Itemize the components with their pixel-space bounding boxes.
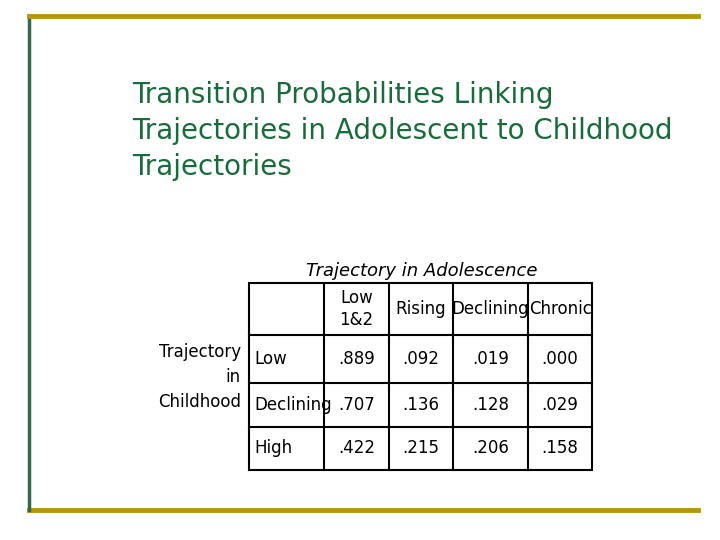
Text: Low: Low bbox=[255, 350, 287, 368]
Text: Transition Probabilities Linking
Trajectories in Adolescent to Childhood
Traject: Transition Probabilities Linking Traject… bbox=[132, 82, 672, 181]
Text: .092: .092 bbox=[402, 350, 439, 368]
Text: .206: .206 bbox=[472, 440, 509, 457]
Text: Trajectory
in
Childhood: Trajectory in Childhood bbox=[158, 343, 240, 410]
Text: .029: .029 bbox=[541, 396, 579, 414]
Text: Trajectory in Adolescence: Trajectory in Adolescence bbox=[306, 262, 538, 280]
Text: Chronic: Chronic bbox=[528, 300, 592, 318]
Text: High: High bbox=[255, 440, 293, 457]
Bar bbox=[249, 283, 593, 470]
Text: .215: .215 bbox=[402, 440, 439, 457]
Text: .707: .707 bbox=[338, 396, 375, 414]
Text: Rising: Rising bbox=[395, 300, 446, 318]
Text: .000: .000 bbox=[541, 350, 578, 368]
Text: .128: .128 bbox=[472, 396, 509, 414]
Text: Low
1&2: Low 1&2 bbox=[339, 289, 374, 329]
Text: .158: .158 bbox=[541, 440, 579, 457]
Text: .136: .136 bbox=[402, 396, 439, 414]
Text: Declining: Declining bbox=[255, 396, 332, 414]
Text: .422: .422 bbox=[338, 440, 375, 457]
Text: .019: .019 bbox=[472, 350, 509, 368]
Text: Declining: Declining bbox=[451, 300, 529, 318]
Text: .889: .889 bbox=[338, 350, 375, 368]
